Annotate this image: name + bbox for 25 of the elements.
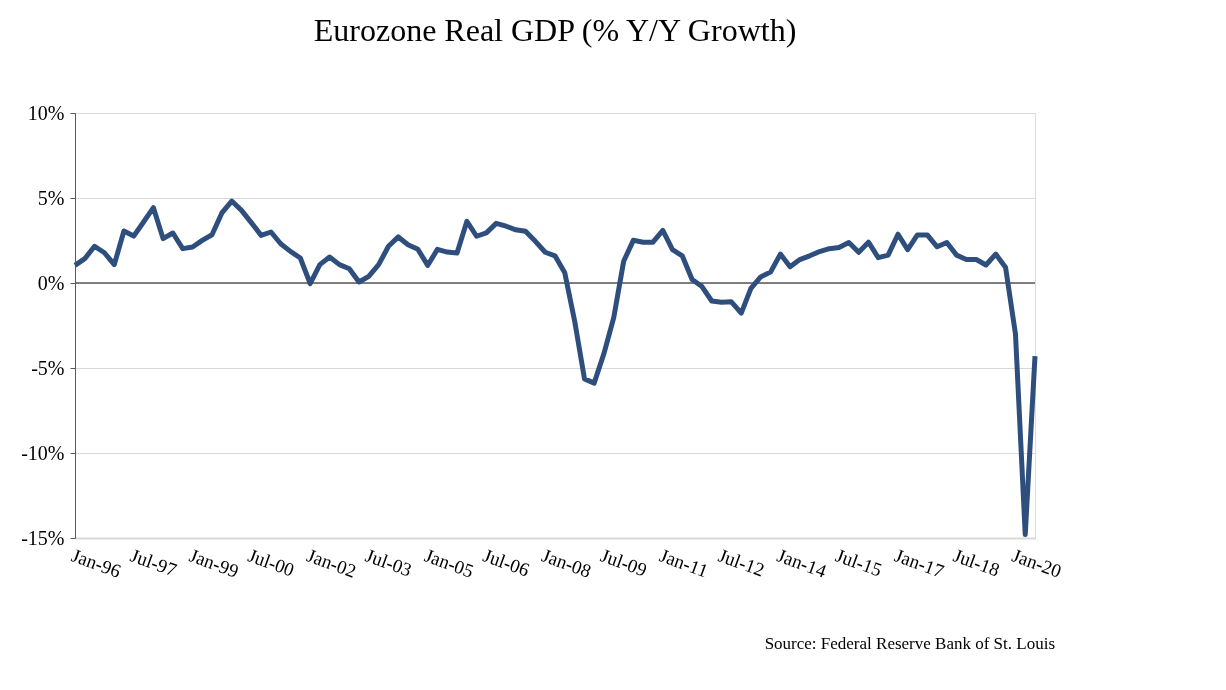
x-tick-label: Jan-14 [774,544,830,582]
x-tick-label: Jul-15 [832,544,885,581]
y-tick-label: -10% [21,441,65,464]
y-tick-label: 10% [27,101,65,124]
x-tick-label: Jan-11 [656,544,711,582]
x-tick-label: Jan-02 [304,544,359,582]
y-tick-label: -5% [31,356,65,379]
x-tick-label: Jan-20 [1009,544,1065,582]
x-tick-label: Jan-05 [421,544,477,582]
x-tick-label: Jan-17 [892,544,947,582]
y-tick-label: 0% [37,271,65,294]
x-tick-label: Jan-96 [69,544,124,582]
x-tick-label: Jul-06 [480,544,533,581]
x-tick-label: Jul-18 [950,544,1003,581]
x-tick-label: Jul-03 [362,544,415,581]
y-tick-label: 5% [37,186,65,209]
y-tick-label: -15% [21,526,65,549]
x-tick-label: Jan-08 [539,544,595,582]
x-tick-label: Jul-09 [597,544,650,581]
source-note: Source: Federal Reserve Bank of St. Louis [764,634,1055,653]
chart-title: Eurozone Real GDP (% Y/Y Growth) [313,12,797,48]
x-tick-label: Jul-00 [245,544,298,581]
x-tick-label: Jul-12 [715,544,768,581]
x-tick-label: Jan-99 [186,544,242,582]
x-tick-label: Jul-97 [127,544,180,581]
